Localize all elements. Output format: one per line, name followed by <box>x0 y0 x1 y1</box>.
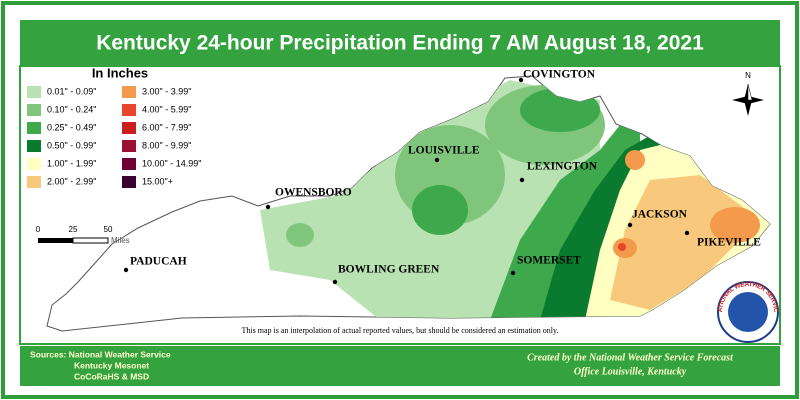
city-dot <box>434 157 440 163</box>
legend-swatch <box>27 104 41 116</box>
legend-label: 0.25" - 0.49" <box>47 122 96 132</box>
shade-red <box>618 243 626 251</box>
city-label: LEXINGTON <box>527 161 598 173</box>
city-label: OWENSBORO <box>275 187 352 199</box>
legend-swatch <box>122 176 136 188</box>
footer-banner <box>20 346 780 386</box>
legend-swatch <box>27 86 41 98</box>
legend-label: 3.00" - 3.99" <box>142 86 191 96</box>
city-dot <box>123 267 129 273</box>
city-dot <box>518 77 524 83</box>
legend-swatch <box>122 86 136 98</box>
scale-label: 50 <box>104 225 113 234</box>
shade-mid <box>286 223 314 247</box>
shade-orange <box>625 150 645 170</box>
legend-swatch <box>27 140 41 152</box>
source-line: Kentucky Mesonet <box>74 360 149 370</box>
city-label: SOMERSET <box>517 255 581 267</box>
legend-label: 0.50" - 0.99" <box>47 140 96 150</box>
legend-label: 6.00" - 7.99" <box>142 122 191 132</box>
credit-line: Created by the National Weather Service … <box>527 352 734 363</box>
city-label: COVINGTON <box>523 69 596 81</box>
precip-shading <box>260 80 770 320</box>
scale-bar <box>38 238 73 243</box>
shade-dark <box>412 185 468 235</box>
legend-swatch <box>27 176 41 188</box>
city-label: LOUISVILLE <box>408 145 480 157</box>
title-banner <box>20 20 780 66</box>
legend-swatch <box>27 122 41 134</box>
city-dot <box>332 279 338 285</box>
city-dot <box>627 222 633 228</box>
credit-line: Office Louisville, Kentucky <box>574 366 687 377</box>
legend-label: 2.00" - 2.99" <box>47 176 96 186</box>
legend-title: In Inches <box>92 65 148 80</box>
legend: 0.01" - 0.09" 0.10" - 0.24" 0.25" - 0.49" 0… <box>27 86 201 188</box>
legend-label: 10.00" - 14.99" <box>142 158 201 168</box>
legend-label: 8.00" - 9.99" <box>142 140 191 150</box>
legend-label: 15.00"+ <box>142 176 173 186</box>
legend-label: 1.00" - 1.99" <box>47 158 96 168</box>
city-label: PADUCAH <box>130 256 187 268</box>
legend-swatch <box>122 140 136 152</box>
legend-label: 0.01" - 0.09" <box>47 86 96 96</box>
source-line: CoCoRaHS & MSD <box>74 371 149 381</box>
shade-orange <box>710 207 760 243</box>
city-dot <box>265 204 271 210</box>
scale-label: 25 <box>69 225 78 234</box>
city-dot <box>684 230 690 236</box>
legend-swatch <box>122 122 136 134</box>
scale-bar <box>72 237 109 244</box>
cities: COVINGTON LOUISVILLE LEXINGTON OWENSBORO JAC… <box>123 69 761 285</box>
city-label: PIKEVILLE <box>697 237 761 249</box>
scale-unit: Miles <box>111 236 130 245</box>
legend-label: 0.10" - 0.24" <box>47 104 96 114</box>
city-label: BOWLING GREEN <box>338 264 440 276</box>
legend-label: 4.00" - 5.99" <box>142 104 191 114</box>
compass <box>732 83 764 116</box>
source-line: Sources: National Weather Service <box>30 349 171 359</box>
logo-core <box>728 292 768 332</box>
legend-swatch <box>27 158 41 170</box>
scale-label: 0 <box>36 225 41 234</box>
city-dot <box>519 177 525 183</box>
compass-label: N <box>745 71 751 80</box>
shade-tan <box>610 175 760 310</box>
disclaimer: This map is an interpolation of actual r… <box>242 326 559 335</box>
city-label: JACKSON <box>632 209 688 221</box>
city-dot <box>510 270 516 276</box>
legend-swatch <box>122 104 136 116</box>
legend-swatch <box>122 158 136 170</box>
title: Kentucky 24-hour Precipitation Ending 7 … <box>96 32 704 55</box>
